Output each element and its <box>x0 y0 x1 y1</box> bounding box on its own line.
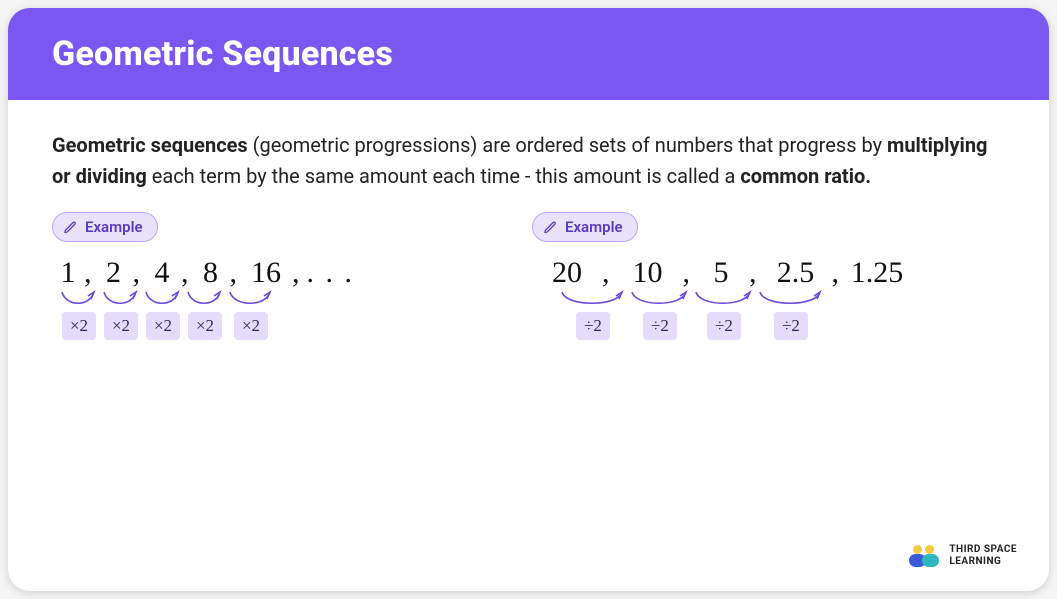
operation-chip: ÷2 <box>707 312 741 340</box>
operation-chip: ×2 <box>188 312 222 340</box>
comma: , <box>749 256 757 290</box>
desc-text-2: (geometric progressions) are ordered set… <box>248 133 887 157</box>
sequence-term: 20 <box>532 256 602 290</box>
brand-line-1: THIRD SPACE <box>949 544 1017 556</box>
card-header: Geometric Sequences <box>8 8 1049 100</box>
page-title: Geometric Sequences <box>52 34 1005 74</box>
description-paragraph: Geometric sequences (geometric progressi… <box>52 130 1005 192</box>
sequence-term: 10 <box>613 256 683 290</box>
comma: , <box>683 256 691 290</box>
desc-bold-5: common ratio. <box>740 164 871 188</box>
operation-arrow: ×2 <box>100 290 142 340</box>
example-badge-label: Example <box>85 218 143 236</box>
operation-arrow: ×2 <box>142 290 184 340</box>
ellipsis: . . . <box>307 256 355 290</box>
operation-chip: ÷2 <box>643 312 677 340</box>
brand-logo-icon <box>909 545 939 567</box>
example-badge: Example <box>52 212 158 242</box>
operation-arrow: ÷2 <box>692 290 756 340</box>
sequence-term: 4 <box>143 256 181 290</box>
example-2: Example 20,10,5,2.5,1.25 ÷2 ÷2 ÷2 ÷2 <box>532 212 992 340</box>
examples-row: Example 1,2,4,8,16,. . . ×2 ×2 ×2 ×2 ×2 … <box>52 212 1005 340</box>
pencil-icon <box>63 220 78 235</box>
sequence-2-terms: 20,10,5,2.5,1.25 <box>532 256 992 290</box>
sequence-term: 16 <box>240 256 292 290</box>
example-badge-label: Example <box>565 218 623 236</box>
sequence-2-arrows: ÷2 ÷2 ÷2 ÷2 <box>558 290 992 340</box>
example-badge: Example <box>532 212 638 242</box>
operation-chip: ×2 <box>62 312 96 340</box>
operation-chip: ×2 <box>104 312 138 340</box>
sequence-term: 1 <box>52 256 84 290</box>
brand-logo-text: THIRD SPACE LEARNING <box>949 544 1017 567</box>
sequence-1-terms: 1,2,4,8,16,. . . <box>52 256 472 290</box>
operation-arrow: ×2 <box>184 290 226 340</box>
operation-arrow: ×2 <box>58 290 100 340</box>
sequence-term: 2.5 <box>760 256 832 290</box>
operation-chip: ×2 <box>234 312 268 340</box>
comma: , <box>133 256 141 290</box>
sequence-1-arrows: ×2 ×2 ×2 ×2 ×2 <box>58 290 472 340</box>
sequence-term: 2 <box>95 256 133 290</box>
pencil-icon <box>543 220 558 235</box>
comma: , <box>832 256 840 290</box>
sequence-term: 1.25 <box>842 256 912 290</box>
brand-line-2: LEARNING <box>949 556 1017 568</box>
operation-arrow: ×2 <box>226 290 276 340</box>
comma: , <box>181 256 189 290</box>
sequence-term: 8 <box>192 256 230 290</box>
comma: , <box>230 256 238 290</box>
desc-text-4: each term by the same amount each time -… <box>147 164 741 188</box>
sequence-term: 5 <box>693 256 749 290</box>
footer-brand: THIRD SPACE LEARNING <box>909 544 1017 567</box>
desc-bold-1: Geometric sequences <box>52 133 248 157</box>
operation-arrow: ÷2 <box>558 290 628 340</box>
comma: , <box>84 256 92 290</box>
operation-arrow: ÷2 <box>756 290 826 340</box>
operation-arrow: ÷2 <box>628 290 692 340</box>
lesson-card: Geometric Sequences Geometric sequences … <box>8 8 1049 591</box>
operation-chip: ÷2 <box>774 312 808 340</box>
example-1: Example 1,2,4,8,16,. . . ×2 ×2 ×2 ×2 ×2 <box>52 212 472 340</box>
operation-chip: ÷2 <box>576 312 610 340</box>
operation-chip: ×2 <box>146 312 180 340</box>
comma: , <box>602 256 610 290</box>
card-content: Geometric sequences (geometric progressi… <box>8 100 1049 360</box>
comma: , <box>292 256 300 290</box>
